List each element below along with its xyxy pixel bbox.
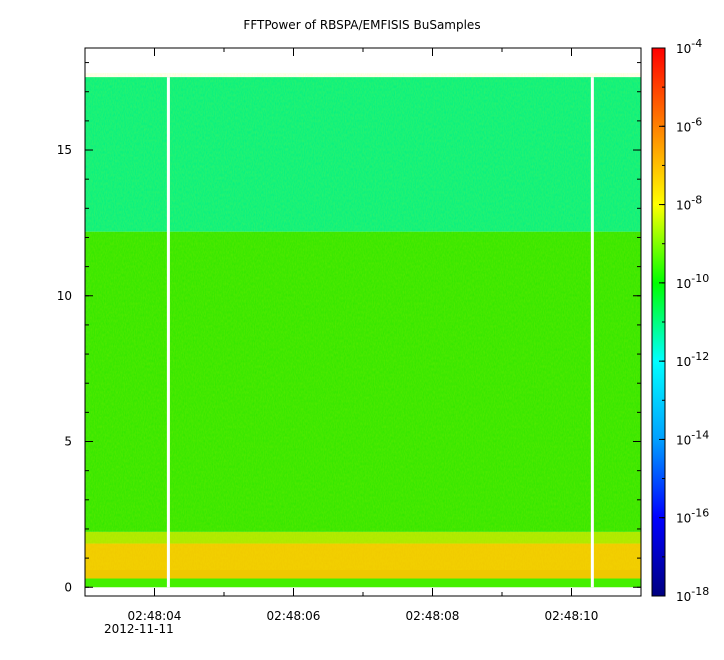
y-tick-label: 10 xyxy=(57,289,72,303)
colorbar-tick-label: 10-14 xyxy=(676,428,709,447)
x-date-label: 2012-11-11 xyxy=(104,622,174,636)
colorbar-tick-label: 10-8 xyxy=(676,194,702,213)
y-tick-label: 0 xyxy=(64,580,72,594)
spectrogram-band-0 xyxy=(85,578,641,588)
colorbar-tick-label: 10-6 xyxy=(676,115,702,134)
x-tick-label: 02:48:08 xyxy=(406,609,460,623)
x-tick-label: 02:48:10 xyxy=(545,609,599,623)
colorbar-tick-label: 10-16 xyxy=(676,507,709,526)
x-tick-label: 02:48:06 xyxy=(267,609,321,623)
chart-title: FFTPower of RBSPA/EMFISIS BuSamples xyxy=(243,18,480,32)
data-gap-0 xyxy=(166,77,170,588)
y-tick-label: 5 xyxy=(64,435,72,449)
colorbar-tick-label: 10-18 xyxy=(676,585,709,604)
colorbar-tick-label: 10-10 xyxy=(676,272,709,291)
y-tick-label: 15 xyxy=(57,143,72,157)
spectrogram-texture xyxy=(85,73,641,570)
colorbar-tick-label: 10-4 xyxy=(676,37,702,56)
plot-area: 02:48:04 02:48:06 02:48:08 02:48:10 0 5 10 15 xyxy=(57,47,642,623)
x-tick-label: 02:48:04 xyxy=(128,609,182,623)
data-gap-1 xyxy=(590,77,594,588)
colorbar: 10-4 10-6 10-8 10-10 10-12 10-14 10-16 10-18 xyxy=(651,37,709,604)
colorbar-tick-label: 10-12 xyxy=(676,350,709,369)
